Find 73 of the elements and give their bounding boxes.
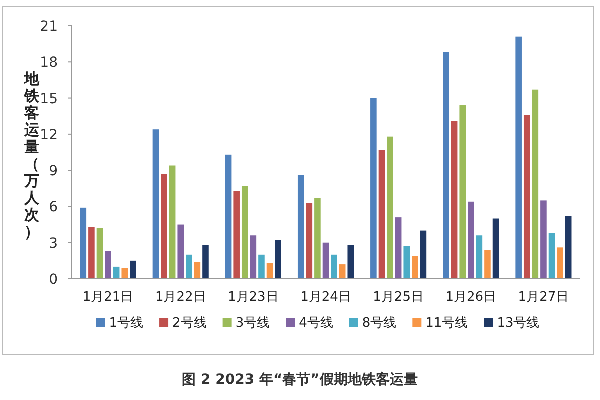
bar — [194, 262, 201, 279]
bar — [387, 136, 394, 279]
bar — [516, 36, 522, 279]
y-tick-label: 21 — [40, 19, 58, 35]
bar — [314, 198, 321, 279]
legend-label: 13号线 — [497, 316, 540, 331]
y-tick-label: 12 — [40, 127, 58, 144]
text: 地铁客运量（万人次） — [24, 70, 40, 241]
bar — [339, 264, 346, 279]
y-tick-label: 18 — [40, 55, 58, 72]
bar — [161, 174, 168, 279]
bar — [484, 250, 491, 279]
bar — [275, 240, 282, 279]
bar — [443, 52, 450, 279]
bar — [451, 121, 458, 279]
bar — [152, 130, 160, 279]
y-tick-label: 0 — [49, 272, 58, 288]
bar — [348, 245, 354, 279]
bar — [266, 263, 274, 279]
bar — [548, 233, 556, 279]
bar — [242, 186, 248, 279]
y-tick-label: 9 — [49, 164, 58, 180]
bar — [395, 218, 402, 279]
bar — [96, 228, 104, 279]
bar — [225, 154, 232, 279]
bar — [378, 150, 386, 279]
y-tick-label: 6 — [49, 200, 58, 216]
bar — [298, 175, 304, 279]
legend-label: 11号线 — [426, 316, 468, 331]
bar — [186, 254, 192, 279]
bar — [524, 115, 530, 279]
legend-label: 3号线 — [236, 316, 270, 331]
bar — [420, 230, 427, 279]
bar — [169, 166, 176, 279]
bar — [105, 251, 112, 279]
bar — [234, 191, 240, 279]
x-tick-label: 1月25日 — [373, 290, 424, 305]
bar — [370, 98, 377, 279]
x-tick-label: 1月27日 — [518, 290, 570, 305]
x-tick-label: 1月21日 — [82, 290, 134, 305]
bar — [80, 208, 87, 279]
bar — [130, 260, 136, 279]
bar — [113, 266, 120, 279]
x-tick-label: 1月24日 — [300, 290, 352, 305]
bar — [250, 236, 257, 279]
x-tick-label: 1月26日 — [446, 290, 497, 305]
bar — [258, 254, 265, 279]
bar — [532, 90, 539, 279]
bar — [306, 203, 313, 279]
bar — [565, 216, 572, 279]
x-tick-label: 1月23日 — [228, 290, 279, 305]
text: 图 2 2023 年“春节”假期地铁客运量 — [182, 371, 418, 388]
legend-label: 8号线 — [362, 316, 397, 331]
legend-label: 4号线 — [299, 316, 334, 331]
bar — [404, 246, 410, 279]
bar — [88, 227, 95, 279]
bar — [122, 268, 128, 279]
bar — [322, 242, 330, 279]
bar — [540, 200, 547, 279]
bar — [412, 256, 418, 279]
y-tick-label: 3 — [49, 236, 58, 252]
bar — [331, 254, 338, 279]
bar — [476, 236, 483, 279]
bar — [468, 202, 474, 279]
y-tick-label: 15 — [40, 91, 58, 108]
bar — [557, 248, 564, 279]
bar — [178, 224, 184, 279]
legend-label: 2号线 — [172, 316, 207, 331]
bar — [460, 106, 466, 279]
legend-label: 1号线 — [109, 316, 144, 331]
x-tick-label: 1月22日 — [155, 290, 206, 305]
bar — [202, 245, 209, 279]
bar — [492, 218, 500, 279]
